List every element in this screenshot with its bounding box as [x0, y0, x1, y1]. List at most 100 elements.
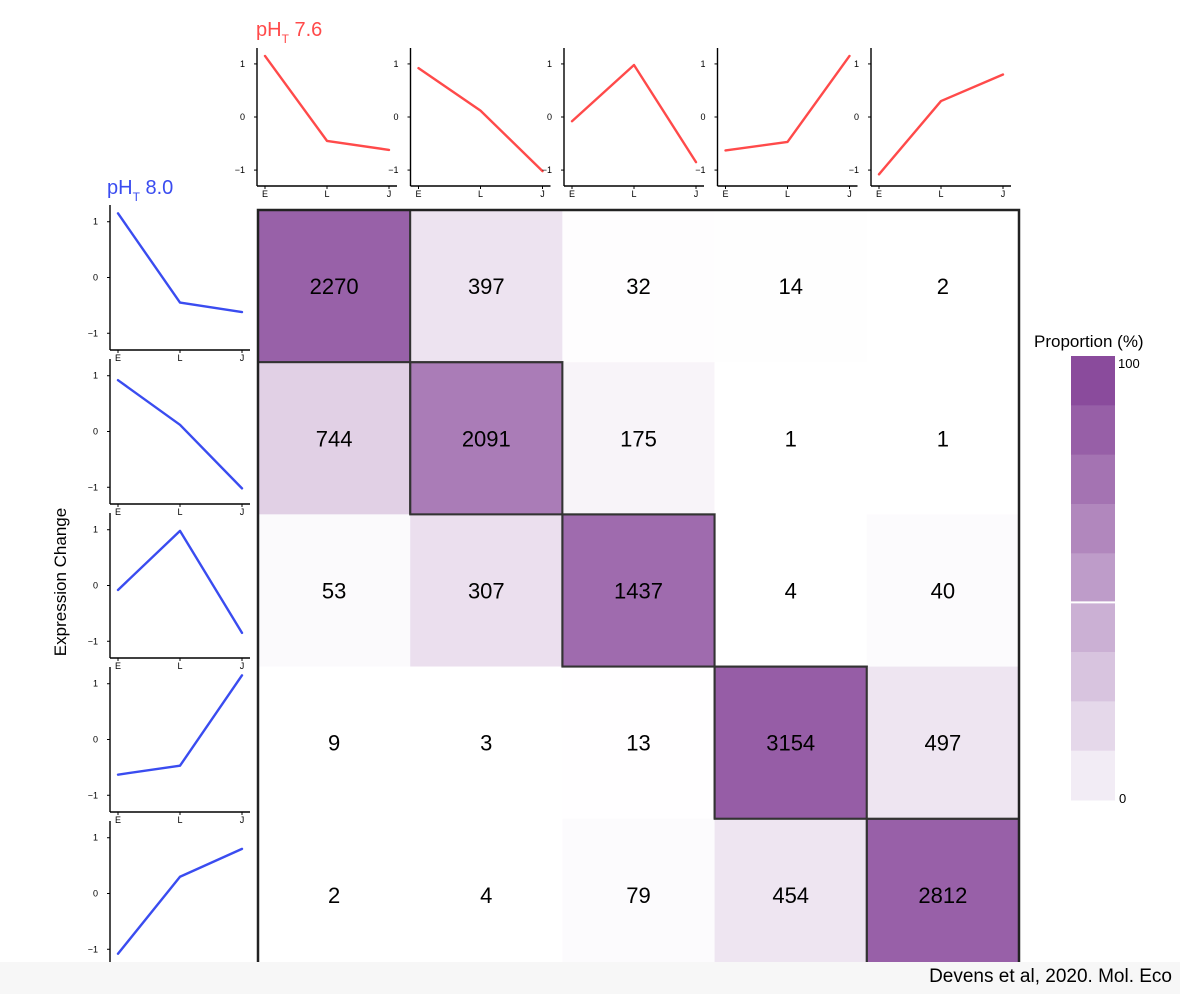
mini-x-tick-label: J [240, 661, 245, 671]
mini-x-tick-label: J [240, 815, 245, 825]
column-cluster-plot: 1 0 −1 E L J [849, 48, 1011, 199]
cluster-profile-line [570, 63, 698, 164]
cell-count-label: 9 [328, 731, 340, 756]
mini-x-tick-label: J [387, 189, 392, 199]
mini-x-tick-label: E [415, 189, 421, 199]
cell-count-label: 40 [931, 579, 955, 604]
heatmap-cell [865, 817, 1020, 972]
mini-x-tick-label: J [694, 189, 699, 199]
heatmap-cell [713, 665, 868, 820]
cell-count-label: 307 [468, 579, 505, 604]
cell-count-label: 1 [937, 426, 949, 451]
row-group-label: pHT 8.0 [107, 177, 173, 204]
heatmap-cell [866, 666, 1019, 819]
mini-y-tick-label: 0 [93, 735, 98, 745]
cluster-profile-line [116, 212, 244, 314]
legend-max-label: 100 [1118, 356, 1140, 371]
mini-y-tick-label: −1 [88, 636, 98, 646]
mini-x-tick-label: E [115, 661, 121, 671]
mini-x-tick-label: E [876, 189, 882, 199]
heatmap-cell [258, 362, 411, 515]
mini-y-tick-label: −1 [542, 165, 552, 175]
mini-x-tick-label: L [631, 189, 636, 199]
cell-count-label: 497 [925, 731, 962, 756]
legend-swatch [1071, 405, 1115, 456]
mini-x-tick-label: J [240, 353, 245, 363]
heatmap-cell [562, 818, 715, 971]
mini-y-tick-label: 1 [240, 59, 245, 69]
mini-y-tick-label: −1 [88, 482, 98, 492]
mini-x-tick-label: L [177, 661, 182, 671]
mini-y-tick-label: 1 [93, 679, 98, 689]
legend-swatch [1071, 504, 1115, 554]
heatmap-cell [714, 210, 867, 363]
mini-y-tick-label: 1 [854, 59, 859, 69]
legend-swatch [1071, 356, 1115, 406]
mini-x-tick-label: J [540, 189, 545, 199]
mini-x-tick-label: L [177, 815, 182, 825]
cell-count-label: 397 [468, 274, 505, 299]
heatmap-cell [410, 666, 563, 819]
mini-y-tick-label: −1 [235, 165, 245, 175]
mini-y-tick-label: −1 [88, 790, 98, 800]
mini-y-tick-label: 0 [547, 112, 552, 122]
cell-count-label: 2091 [462, 426, 511, 451]
cell-count-label: 3 [480, 731, 492, 756]
mini-y-tick-label: 0 [240, 112, 245, 122]
cluster-profile-line [263, 54, 391, 152]
cluster-profile-line [116, 378, 244, 490]
heatmap-cell [258, 818, 411, 971]
y-axis-label: Expression Change [51, 508, 70, 656]
heatmap-cell [561, 513, 716, 668]
mini-y-tick-label: −1 [695, 165, 705, 175]
heatmap-cell [410, 818, 563, 971]
mini-x-tick-label: L [177, 507, 182, 517]
cell-count-label: 32 [626, 274, 650, 299]
mini-y-tick-label: 0 [93, 427, 98, 437]
diagonal-outline [409, 361, 564, 516]
cell-count-label: 3154 [766, 731, 815, 756]
mini-y-tick-label: 1 [700, 59, 705, 69]
cell-count-label: 1 [785, 426, 797, 451]
citation-text: Devens et al, 2020. Mol. Eco [929, 966, 1172, 987]
heatmap-cell [562, 666, 715, 819]
mini-x-tick-label: E [569, 189, 575, 199]
mini-y-tick-label: −1 [388, 165, 398, 175]
legend-title: Proportion (%) [1034, 332, 1144, 351]
cell-count-label: 13 [626, 731, 650, 756]
mini-x-tick-label: E [115, 507, 121, 517]
heatmap-cell [562, 362, 715, 515]
mini-x-tick-label: L [478, 189, 483, 199]
mini-y-tick-label: 0 [93, 581, 98, 591]
diagonal-outline [561, 513, 716, 668]
heatmap-cell [562, 210, 715, 363]
heatmap-cell [866, 210, 1019, 363]
mini-y-tick-label: 0 [700, 112, 705, 122]
mini-y-tick-label: 0 [393, 112, 398, 122]
heatmap-cell [258, 514, 411, 667]
heatmap-cell [714, 514, 867, 667]
mini-x-tick-label: L [177, 353, 182, 363]
column-cluster-plot: 1 0 −1 E L J [542, 48, 704, 199]
cluster-profile-line [724, 54, 851, 152]
cluster-profile-line [116, 529, 244, 635]
column-cluster-plot: 1 0 −1 E L J [388, 48, 551, 199]
mini-y-tick-label: 1 [547, 59, 552, 69]
mini-y-tick-label: 1 [93, 217, 98, 227]
cell-count-label: 79 [626, 883, 650, 908]
heatmap-cell [257, 209, 412, 364]
cell-count-label: 2 [937, 274, 949, 299]
column-cluster-plot: 1 0 −1 E L J [235, 48, 397, 199]
heatmap-cell [714, 818, 867, 971]
mini-y-tick-label: 1 [393, 59, 398, 69]
heatmap-cell [866, 514, 1019, 667]
cell-count-label: 14 [778, 274, 802, 299]
mini-x-tick-label: L [938, 189, 943, 199]
mini-x-tick-label: L [785, 189, 790, 199]
mini-y-tick-label: 0 [854, 112, 859, 122]
diagonal-outline [713, 665, 868, 820]
cell-count-label: 454 [772, 883, 809, 908]
